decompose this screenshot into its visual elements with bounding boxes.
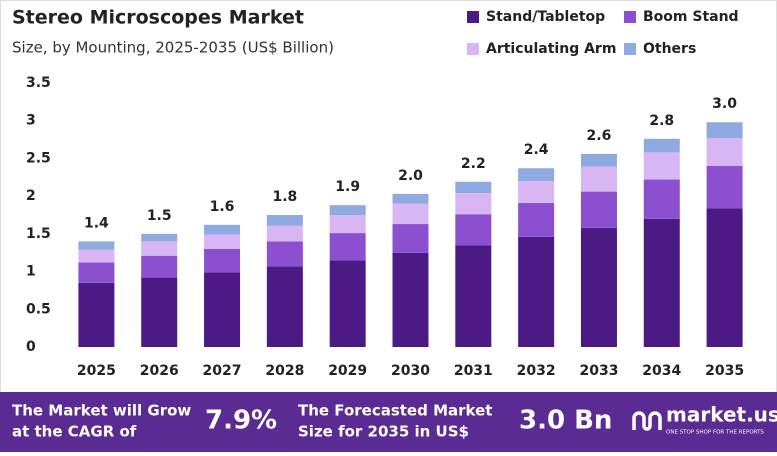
x-tick-label: 2035 <box>705 363 744 379</box>
bar-segment <box>266 215 303 226</box>
bar-segment <box>518 202 555 237</box>
legend-label: Boom Stand <box>643 9 739 25</box>
bar-segment <box>518 181 555 203</box>
x-tick-label: 2032 <box>517 363 556 379</box>
legend-swatch <box>467 43 479 55</box>
x-tick-label: 2029 <box>328 363 367 379</box>
total-label: 1.8 <box>272 189 297 205</box>
legend-label: Stand/Tabletop <box>486 9 605 25</box>
bar-segment <box>78 241 115 250</box>
legend-label: Articulating Arm <box>486 41 616 57</box>
bar-segment <box>455 193 492 215</box>
bar-segment <box>329 233 366 261</box>
bar-segment <box>643 138 680 153</box>
y-tick-label: 1.5 <box>26 226 51 242</box>
bar-segment <box>455 245 492 347</box>
bar-segment <box>204 234 241 249</box>
total-label: 1.5 <box>147 208 172 224</box>
legend-swatch <box>467 11 479 23</box>
x-tick-label: 2030 <box>391 363 430 379</box>
bar-segment <box>643 152 680 180</box>
bar-segment <box>141 277 178 347</box>
x-tick-label: 2025 <box>77 363 116 379</box>
footer-banner <box>0 392 777 452</box>
total-label: 1.4 <box>84 215 109 231</box>
x-tick-label: 2034 <box>642 363 681 379</box>
cagr-value: 7.9% <box>205 406 277 436</box>
bar-segment <box>580 166 617 192</box>
bar-segment <box>643 218 680 347</box>
bar-segment <box>455 214 492 246</box>
total-label: 2.4 <box>524 142 549 158</box>
bar-segment <box>392 252 429 347</box>
bar-segment <box>706 165 743 209</box>
bar-segment <box>329 205 366 215</box>
x-tick-label: 2027 <box>203 363 242 379</box>
bar-segment <box>204 224 241 235</box>
chart-title: Stereo Microscopes Market <box>12 7 304 29</box>
y-tick-label: 0 <box>26 339 36 355</box>
bar-segment <box>266 241 303 267</box>
bar-segment <box>78 282 115 347</box>
brand: market.us <box>666 403 777 427</box>
bar-segment <box>266 266 303 347</box>
bar-segment <box>518 236 555 347</box>
bar-segment <box>141 233 178 242</box>
y-tick-label: 1 <box>26 264 36 280</box>
cagr-text: at the CAGR of <box>12 423 137 441</box>
bar-segment <box>204 272 241 347</box>
bar-segment <box>392 193 429 204</box>
brand-logo <box>632 411 662 431</box>
y-tick-label: 3 <box>26 113 36 129</box>
total-label: 1.6 <box>210 199 235 215</box>
bar-segment <box>266 225 303 242</box>
x-tick-label: 2031 <box>454 363 493 379</box>
bar-segment <box>329 260 366 347</box>
bar-segment <box>204 248 241 273</box>
bar-segment <box>329 215 366 234</box>
y-tick-label: 2 <box>26 188 36 204</box>
bar-segment <box>580 227 617 347</box>
bar-segment <box>141 241 178 256</box>
bar-segment <box>392 224 429 253</box>
logo-icon <box>632 411 662 431</box>
forecast-text: Size for 2035 in US$ <box>298 423 469 441</box>
total-label: 3.0 <box>712 96 737 112</box>
bar-segment <box>455 181 492 194</box>
tagline: ONE STOP SHOP FOR THE REPORTS <box>666 430 764 436</box>
total-label: 2.0 <box>398 168 423 184</box>
forecast-value: 3.0 Bn <box>519 406 612 436</box>
legend-label: Others <box>643 41 696 57</box>
forecast-text: The Forecasted Market <box>298 402 492 420</box>
total-label: 2.8 <box>649 113 674 129</box>
y-tick-label: 2.5 <box>26 150 51 166</box>
x-tick-label: 2026 <box>140 363 179 379</box>
cagr-text: The Market will Grow <box>12 402 191 420</box>
y-tick-label: 3.5 <box>26 75 51 91</box>
bar-segment <box>706 208 743 347</box>
legend-swatch <box>624 43 636 55</box>
bar-segment <box>78 262 115 283</box>
total-label: 1.9 <box>335 179 360 195</box>
bar-segment <box>706 138 743 166</box>
bar-segment <box>706 122 743 139</box>
bar-segment <box>141 255 178 278</box>
bar-segment <box>392 203 429 225</box>
chart-subtitle: Size, by Mounting, 2025-2035 (US$ Billio… <box>12 39 334 57</box>
bar-segment <box>643 179 680 219</box>
bar-segment <box>518 168 555 182</box>
bar-segment <box>580 191 617 228</box>
bar-segment <box>580 153 617 167</box>
legend-swatch <box>624 11 636 23</box>
total-label: 2.2 <box>461 156 486 172</box>
x-tick-label: 2028 <box>265 363 304 379</box>
y-tick-label: 0.5 <box>26 301 51 317</box>
bar-segment <box>78 249 115 263</box>
x-tick-label: 2033 <box>579 363 618 379</box>
total-label: 2.6 <box>587 128 612 144</box>
